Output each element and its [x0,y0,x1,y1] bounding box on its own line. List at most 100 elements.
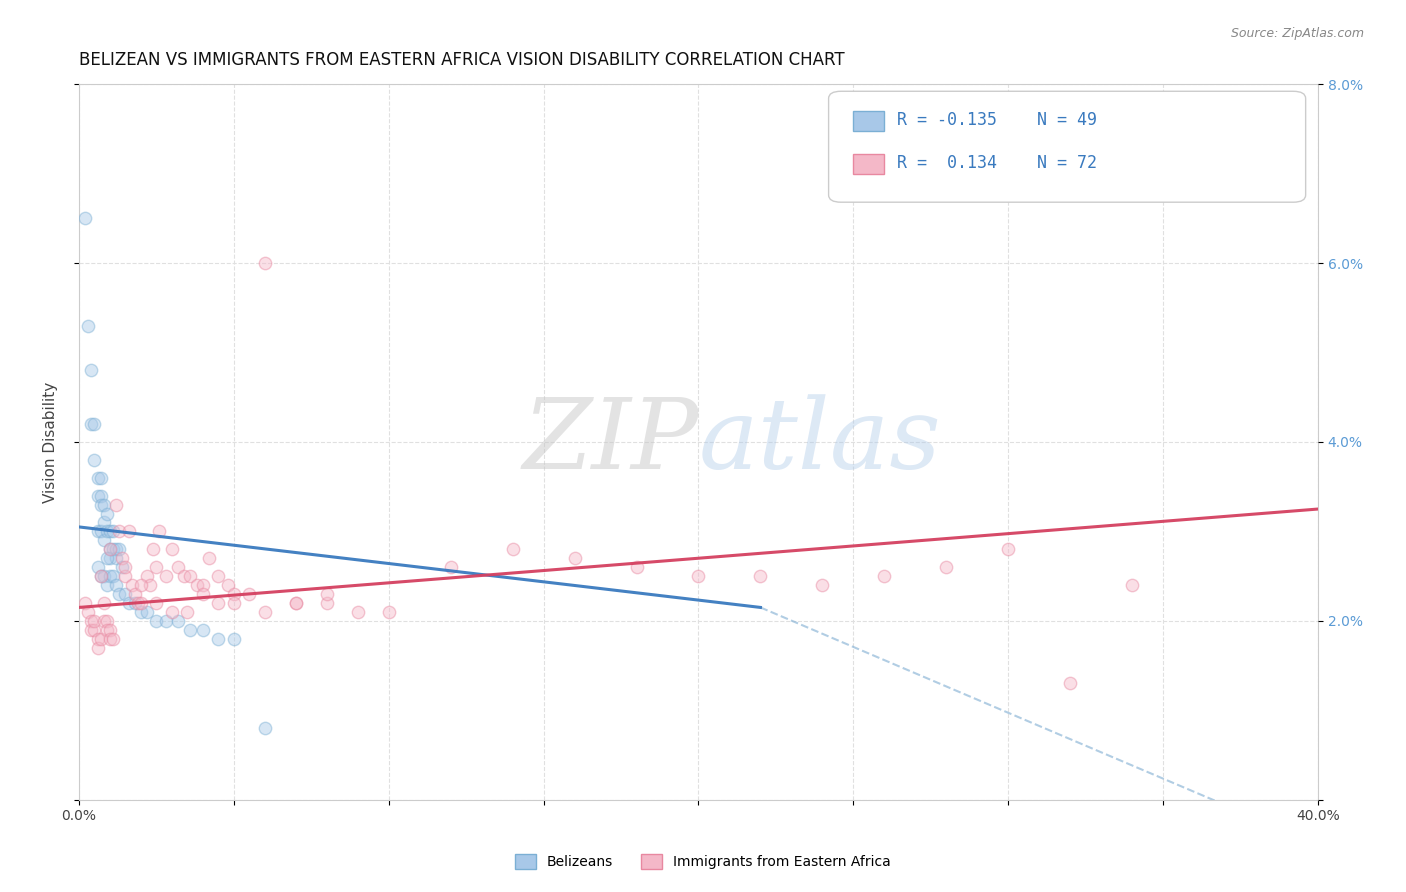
Point [626,560,648,574]
Point [811,578,834,592]
Point [238,587,260,601]
Point [198,551,221,566]
Point [80,417,103,431]
Point [129,578,152,592]
Point [1059,676,1081,690]
Point [83,453,105,467]
Point [98,632,121,646]
Point [136,569,159,583]
Point [253,605,276,619]
Point [114,587,136,601]
Point [176,605,198,619]
Point [93,569,115,583]
Bar [853,111,884,130]
Point [145,560,167,574]
Text: atlas: atlas [699,394,941,490]
Point [502,542,524,557]
Point [86,489,108,503]
Point [114,569,136,583]
Point [105,542,128,557]
Point [207,632,229,646]
Point [139,578,162,592]
Point [222,632,245,646]
Point [96,614,118,628]
Point [101,632,124,646]
Point [191,578,214,592]
Point [96,578,118,592]
Point [111,560,134,574]
Point [207,569,229,583]
Point [284,596,307,610]
Point [121,578,143,592]
Point [90,569,112,583]
Point [145,596,167,610]
Point [93,596,115,610]
Point [997,542,1019,557]
Point [346,605,368,619]
Point [98,524,121,539]
Text: R = -0.135    N = 49: R = -0.135 N = 49 [897,111,1097,129]
Point [83,417,105,431]
Point [105,578,128,592]
Point [93,533,115,548]
Point [749,569,772,583]
Bar [853,153,884,174]
Point [101,542,124,557]
Point [96,507,118,521]
Point [80,363,103,377]
Point [77,318,100,333]
Point [222,587,245,601]
Point [142,542,165,557]
Point [90,569,112,583]
Point [179,623,201,637]
Point [440,560,463,574]
Point [98,623,121,637]
Point [108,542,131,557]
Point [127,596,149,610]
Point [93,614,115,628]
Point [108,524,131,539]
Point [98,569,121,583]
Point [688,569,710,583]
Point [315,596,337,610]
Point [207,596,229,610]
Text: Source: ZipAtlas.com: Source: ZipAtlas.com [1230,27,1364,40]
Point [191,623,214,637]
Point [80,623,103,637]
Text: BELIZEAN VS IMMIGRANTS FROM EASTERN AFRICA VISION DISABILITY CORRELATION CHART: BELIZEAN VS IMMIGRANTS FROM EASTERN AFRI… [79,51,845,69]
Point [114,560,136,574]
Point [75,211,97,226]
Point [315,587,337,601]
Point [117,524,139,539]
Point [167,560,190,574]
Point [564,551,586,566]
Point [83,614,105,628]
Point [101,524,124,539]
Point [108,587,131,601]
Point [167,614,190,628]
Y-axis label: Vision Disability: Vision Disability [44,381,58,502]
Legend: Belizeans, Immigrants from Eastern Africa: Belizeans, Immigrants from Eastern Afric… [508,847,898,876]
Point [98,542,121,557]
Point [101,569,124,583]
Point [90,489,112,503]
Point [86,524,108,539]
Point [80,614,103,628]
Point [77,605,100,619]
Point [124,587,146,601]
Point [111,551,134,566]
Point [96,551,118,566]
Point [86,632,108,646]
Point [75,596,97,610]
Point [155,569,177,583]
Point [129,605,152,619]
Point [148,524,170,539]
Point [136,605,159,619]
Point [124,596,146,610]
Point [90,524,112,539]
Point [90,632,112,646]
Point [96,524,118,539]
Point [86,560,108,574]
Point [93,498,115,512]
Point [96,623,118,637]
